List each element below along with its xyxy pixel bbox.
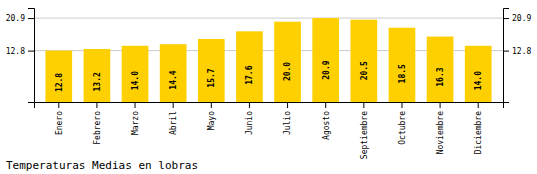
data-label: 14.4: [169, 70, 178, 89]
data-label: 13.2: [93, 72, 102, 91]
y-axis-right: 12.8 20.9: [503, 9, 531, 103]
data-label: 20.9: [321, 60, 330, 79]
x-axis: Enero Febrero Marzo Abril Mayo Junio Julio Agos…: [35, 102, 504, 159]
bar: [389, 28, 416, 102]
bar: [274, 22, 301, 102]
tick-label: Abril: [169, 111, 178, 135]
tick-label: Enero: [55, 111, 64, 135]
tick-label: 20.9: [6, 14, 25, 23]
tick-mark: [28, 18, 34, 19]
tick-mark: [325, 102, 326, 108]
tick-mark: [478, 102, 479, 108]
tick-mark: [363, 102, 364, 108]
tick: Julio: [283, 102, 292, 135]
tick: Agosto: [321, 102, 330, 140]
axis-line: [28, 9, 35, 103]
data-label: 15.7: [207, 68, 216, 87]
bar: [45, 51, 72, 102]
tick: Septiembre: [360, 102, 369, 159]
tick-label: Febrero: [93, 111, 102, 145]
tick: Febrero: [93, 102, 102, 145]
tick-mark: [503, 18, 509, 19]
tick: Octubre: [398, 102, 407, 145]
tick: Junio: [245, 102, 254, 135]
bars: [45, 18, 491, 102]
tick: Enero: [55, 102, 64, 135]
bar: [465, 46, 492, 102]
axis-line: [35, 103, 504, 109]
data-label: 16.3: [436, 67, 445, 86]
tick-mark: [287, 102, 288, 108]
tick-label: Noviembre: [436, 111, 445, 155]
bar: [236, 31, 263, 102]
tick-mark: [440, 102, 441, 108]
tick-mark: [503, 51, 509, 52]
tick-label: 20.9: [512, 14, 531, 23]
tick: Diciembre: [474, 102, 483, 154]
data-label: 20.0: [283, 62, 292, 81]
data-label: 20.5: [360, 61, 369, 80]
tick: 20.9: [6, 14, 34, 23]
data-labels: 12.8 13.2 14.0 14.4 15.7 17.6 20.0 20.9 20.5 18.5…: [55, 60, 483, 92]
tick: Noviembre: [436, 102, 445, 154]
bar: [350, 20, 377, 102]
tick: Marzo: [131, 102, 140, 135]
bar: [198, 39, 225, 102]
data-label: 14.0: [131, 71, 140, 90]
data-label: 14.0: [474, 71, 483, 90]
tick: 20.9: [503, 14, 531, 23]
tick-label: Junio: [245, 111, 254, 135]
tick-mark: [96, 102, 97, 108]
tick: 12.8: [6, 47, 34, 56]
tick-label: Marzo: [131, 111, 140, 135]
bar: [122, 46, 149, 102]
tick-mark: [173, 102, 174, 108]
y-axis: 12.8 20.9: [6, 9, 35, 103]
chart: 12.8 13.2 14.0 14.4 15.7 17.6 20.0 20.9 20.5 18.5…: [0, 0, 537, 174]
tick-label: Septiembre: [360, 111, 369, 159]
tick-label: Mayo: [207, 111, 216, 130]
title: Temperaturas Medias en lobras: [6, 159, 198, 172]
tick-label: 12.8: [512, 47, 531, 56]
tick-mark: [28, 51, 34, 52]
bar: [312, 18, 339, 102]
tick-mark: [249, 102, 250, 108]
data-label: 12.8: [55, 73, 64, 92]
axis-line: [504, 9, 510, 103]
grid-line: [34, 18, 503, 19]
tick-label: Julio: [283, 111, 292, 135]
bar: [427, 37, 454, 102]
tick: Mayo: [207, 102, 216, 130]
bar: [160, 44, 187, 102]
plot: 12.8 13.2 14.0 14.4 15.7 17.6 20.0 20.9 20.5 18.5…: [6, 9, 532, 160]
bar: [84, 49, 111, 102]
tick-mark: [401, 102, 402, 108]
data-label: 18.5: [398, 64, 407, 83]
tick-label: 12.8: [6, 47, 25, 56]
tick-mark: [135, 102, 136, 108]
tick-label: Octubre: [398, 111, 407, 145]
tick: Abril: [169, 102, 178, 135]
data-label: 17.6: [245, 65, 254, 84]
tick-label: Diciembre: [474, 111, 483, 155]
tick-mark: [58, 102, 59, 108]
tick: 12.8: [503, 47, 531, 56]
tick-label: Agosto: [321, 111, 330, 140]
tick-mark: [211, 102, 212, 108]
